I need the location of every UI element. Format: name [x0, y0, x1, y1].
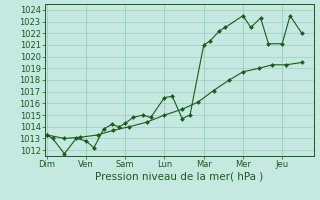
X-axis label: Pression niveau de la mer( hPa ): Pression niveau de la mer( hPa ) [95, 172, 263, 182]
